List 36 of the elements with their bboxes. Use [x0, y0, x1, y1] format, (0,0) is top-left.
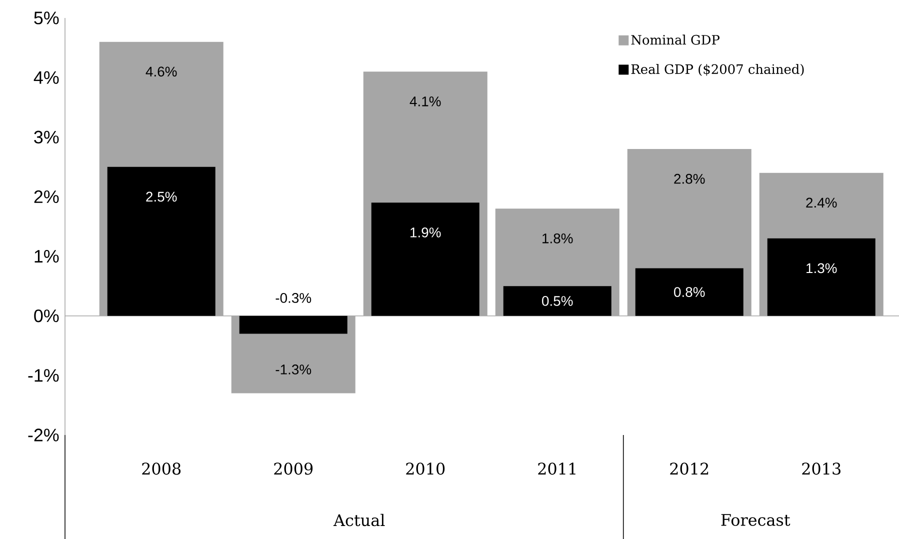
bar: [107, 166, 216, 316]
data-label: 4.1%: [410, 96, 441, 106]
y-tick-label: 1%: [34, 250, 59, 263]
x-tick-label: 2009: [274, 462, 313, 475]
x-tick-label: 2012: [670, 462, 708, 475]
bar: [767, 238, 876, 316]
y-tick-label: 5%: [34, 12, 59, 24]
data-label: 0.5%: [542, 296, 573, 306]
x-tick-label: 2010: [406, 462, 445, 475]
text: Actual: [333, 514, 385, 526]
y-tick-label: -2%: [28, 428, 59, 442]
y-tick-label: 4%: [34, 71, 59, 84]
data-label: 2.8%: [674, 174, 705, 184]
bar: [503, 286, 612, 316]
legend-label: Real GDP ($2007 chained): [631, 64, 804, 76]
x-tick-label: 2011: [538, 462, 576, 475]
bar: [371, 202, 480, 316]
data-label: 4.6%: [146, 66, 177, 77]
x-tick-label: 2013: [802, 462, 840, 475]
bar: [635, 268, 744, 316]
y-tick-label: 2%: [34, 190, 59, 204]
data-label: 1.3%: [806, 263, 837, 274]
data-label: 0.8%: [674, 287, 705, 297]
y-tick-label: -1%: [28, 369, 59, 382]
data-label: 1.9%: [410, 228, 441, 238]
data-label: -1.3%: [276, 364, 312, 374]
y-tick-label: 0%: [34, 310, 59, 322]
data-label: 1.8%: [542, 233, 573, 244]
bar: [239, 316, 348, 334]
text: Forecast: [721, 514, 790, 526]
legend-label: Nominal GDP: [631, 34, 720, 45]
x-tick-label: 2008: [142, 462, 181, 475]
data-label: 2.5%: [146, 192, 177, 202]
data-label: -0.3%: [276, 293, 312, 303]
data-label: 2.4%: [806, 198, 837, 208]
y-tick-label: 3%: [34, 130, 59, 144]
